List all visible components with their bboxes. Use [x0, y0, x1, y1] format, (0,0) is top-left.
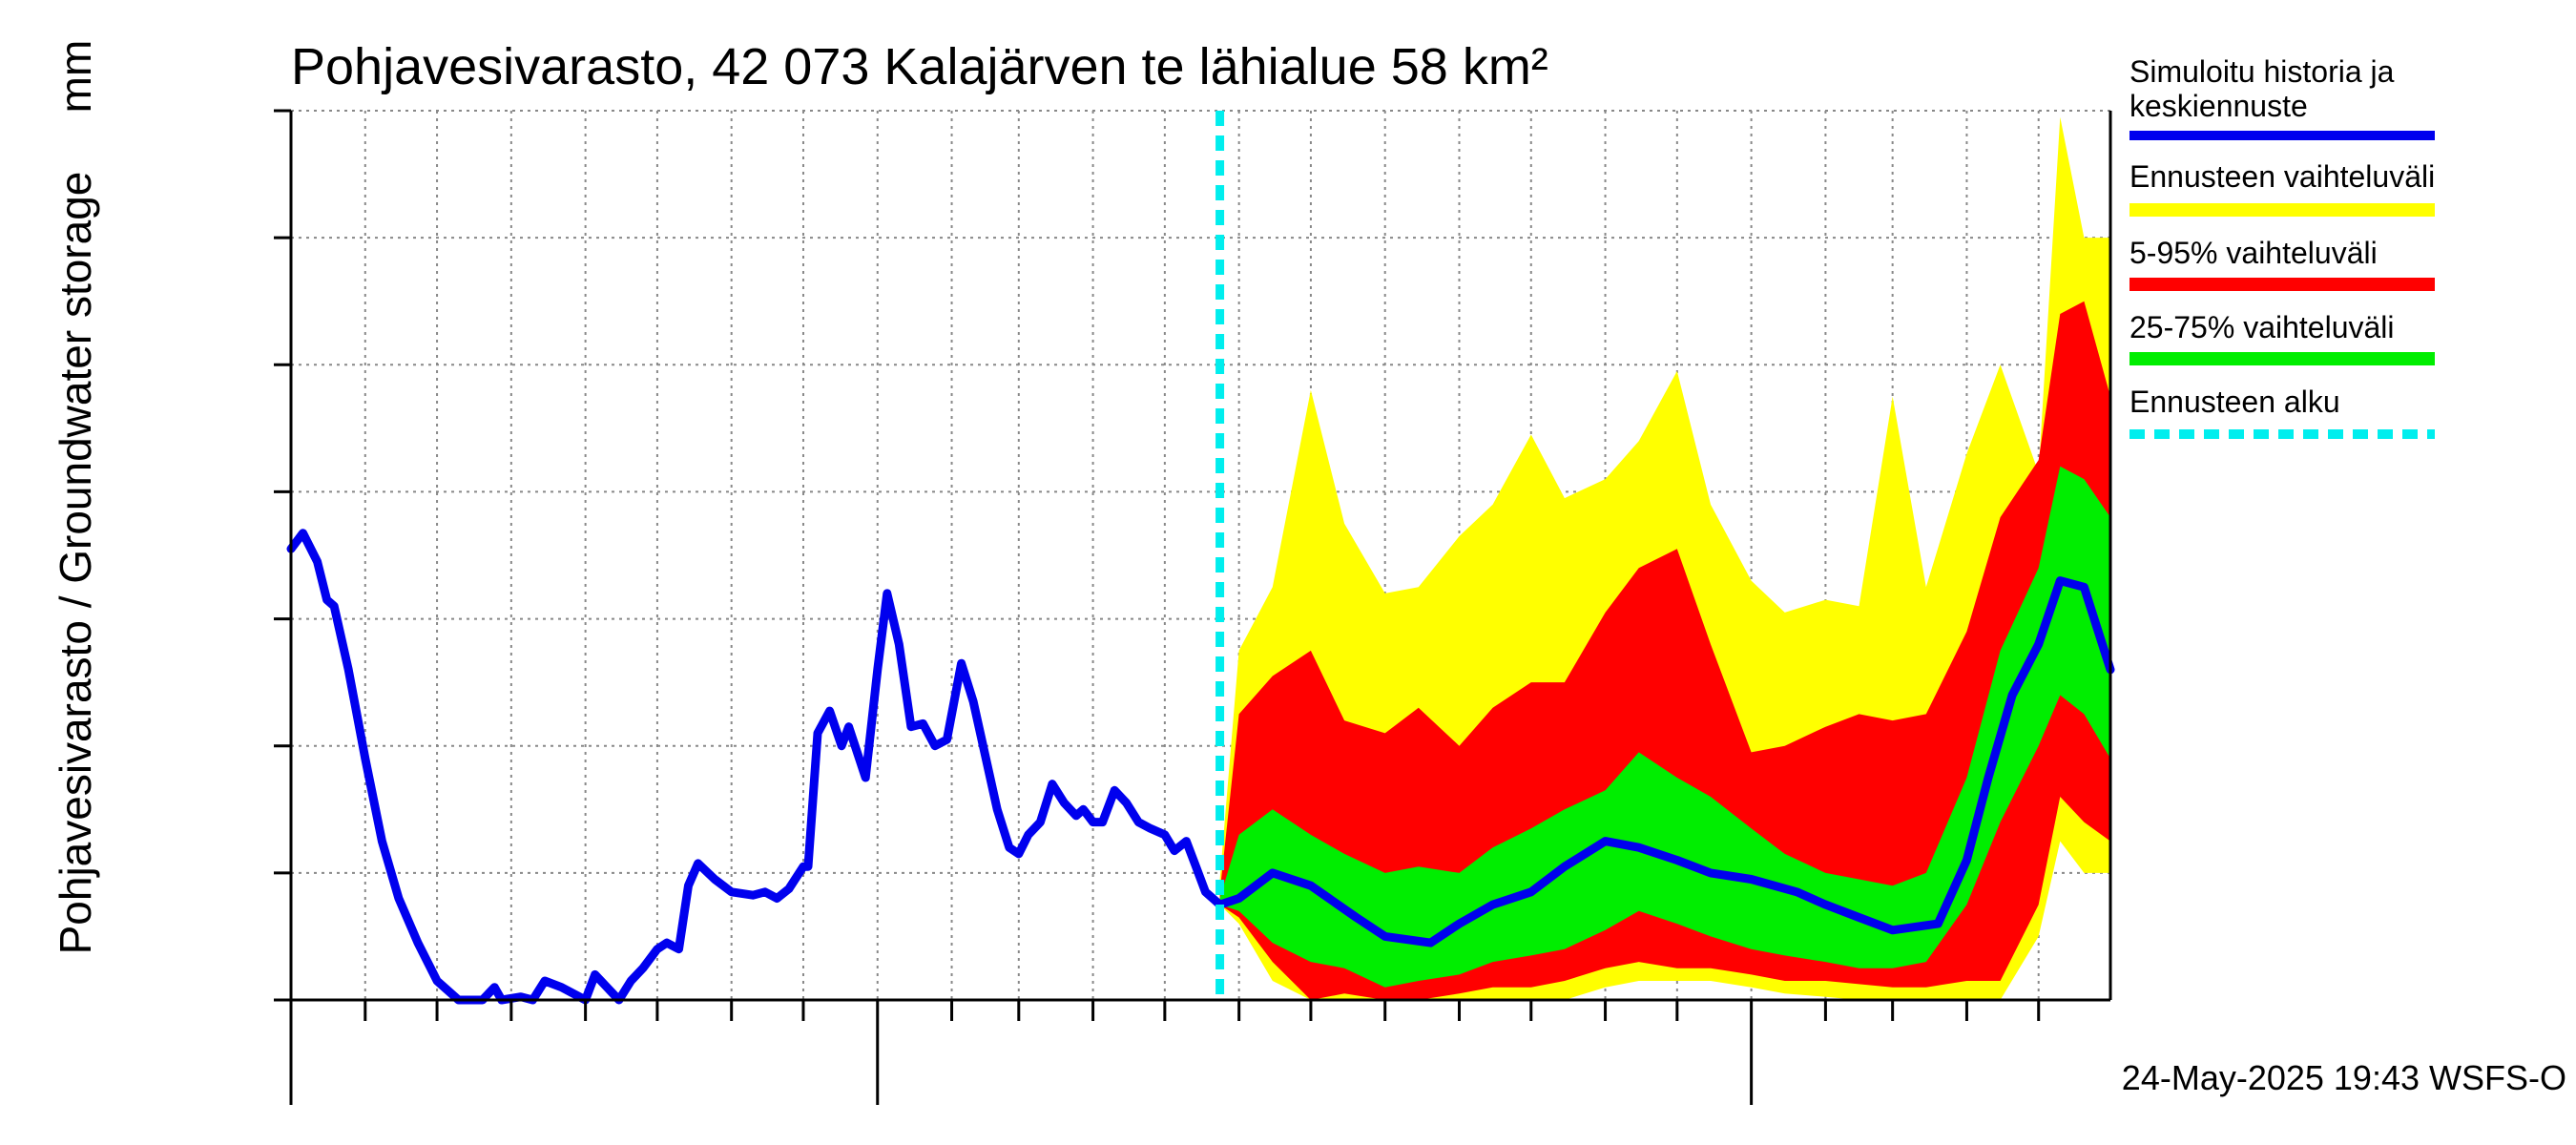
forecast-bands [1219, 116, 2110, 1000]
footer-timestamp: 24-May-2025 19:43 WSFS-O [2122, 1058, 2566, 1097]
band-2 [1219, 301, 2110, 1000]
legend-label: 5-95% vaihteluväli [2129, 236, 2378, 270]
y-axis-label: Pohjavesivarasto / Groundwater storage [51, 172, 100, 955]
chart-title: Pohjavesivarasto, 42 073 Kalajärven te l… [291, 38, 1548, 95]
legend-label: Simuloitu historia ja keskiennuste [2129, 54, 2395, 123]
series-lines [286, 111, 2115, 1005]
series-line-0 [286, 529, 2115, 1005]
axes [274, 109, 2112, 1105]
legend: Simuloitu historia ja keskiennuste Ennuste… [2129, 54, 2435, 439]
band-3 [1219, 466, 2110, 988]
legend-label: Ennusteen vaihteluväli [2129, 159, 2435, 194]
y-axis-unit: mm [51, 40, 100, 114]
legend-label: Ennusteen alku [2129, 385, 2340, 419]
legend-label: 25-75% vaihteluväli [2129, 310, 2395, 344]
